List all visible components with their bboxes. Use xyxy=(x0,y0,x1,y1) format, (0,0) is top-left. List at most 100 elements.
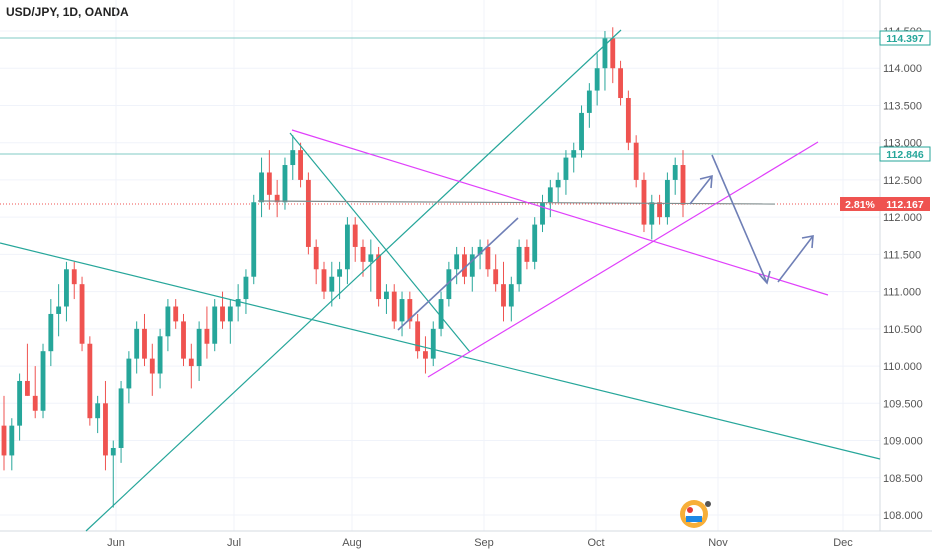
candle-up xyxy=(477,246,483,255)
candle-down xyxy=(415,321,421,352)
x-tick-label: Oct xyxy=(587,537,604,549)
candle-up xyxy=(17,380,23,426)
candle-down xyxy=(321,269,327,292)
candle-up xyxy=(118,388,124,448)
x-tick-label: Sep xyxy=(474,537,494,549)
candle-up xyxy=(579,112,584,151)
candle-up xyxy=(508,284,514,307)
arrow-up-blue-2[interactable] xyxy=(689,174,713,205)
y-tick-label: 112.500 xyxy=(883,175,922,187)
candle-up xyxy=(399,299,405,322)
candle-up xyxy=(563,157,569,180)
candle-up xyxy=(95,403,101,419)
candle-down xyxy=(24,380,30,396)
candle-down xyxy=(524,246,530,262)
candle-up xyxy=(438,299,444,329)
candle-up xyxy=(594,68,600,91)
candle-up xyxy=(446,269,452,300)
candle-down xyxy=(181,321,186,359)
candle-up xyxy=(251,202,257,277)
candle-up xyxy=(602,38,608,69)
candle-series xyxy=(1,27,686,508)
candle-down xyxy=(149,358,155,374)
y-tick-label: 110.000 xyxy=(883,361,922,373)
candle-down xyxy=(423,351,428,359)
price-tag-114397: 114.397 xyxy=(879,30,931,46)
candle-up xyxy=(235,299,241,307)
price-axis-panel xyxy=(880,0,932,531)
channel-lower-pink[interactable] xyxy=(427,141,819,378)
y-tick-label: 109.000 xyxy=(883,436,923,448)
candle-up xyxy=(48,313,54,352)
candle-down xyxy=(680,165,686,205)
candle-down xyxy=(501,284,506,307)
candle-down xyxy=(266,172,272,195)
candle-down xyxy=(391,291,397,322)
candle-down xyxy=(71,269,77,285)
candle-down xyxy=(87,343,93,419)
price-tag-112167-text: 112.167 xyxy=(886,199,924,211)
candle-up xyxy=(165,306,171,337)
trendline-long-descending[interactable] xyxy=(0,242,881,460)
candle-up xyxy=(344,224,350,270)
candle-down xyxy=(188,358,194,367)
candle-down xyxy=(618,68,623,99)
candle-down xyxy=(610,38,616,69)
candle-down xyxy=(493,269,499,285)
candle-down xyxy=(376,254,382,300)
candle-down xyxy=(103,403,108,456)
candle-up xyxy=(157,336,163,374)
drawing-layer xyxy=(0,29,881,532)
candle-up xyxy=(430,328,436,359)
x-tick-label: Nov xyxy=(708,537,728,549)
candle-down xyxy=(204,328,210,344)
candle-up xyxy=(454,254,460,270)
candle-down xyxy=(625,98,631,143)
candle-down xyxy=(360,246,366,262)
candle-up xyxy=(212,306,218,344)
price-tag-112846: 112.846 xyxy=(879,146,931,162)
x-tick-label: Jul xyxy=(227,537,241,549)
price-tag-112167: 112.167 xyxy=(880,197,930,211)
trendline-rising-green[interactable] xyxy=(85,29,622,532)
candle-up xyxy=(40,351,46,411)
y-tick-label: 112.000 xyxy=(883,212,922,224)
arrow-down-blue[interactable] xyxy=(711,154,771,285)
candle-up xyxy=(196,328,202,367)
candle-down xyxy=(641,179,647,225)
channel-upper-pink[interactable] xyxy=(291,129,829,296)
change-tag-text: 2.81% xyxy=(845,199,875,211)
price-tag-112846-text: 112.846 xyxy=(886,149,924,161)
trendline-falling-green[interactable] xyxy=(289,132,471,353)
candle-up xyxy=(649,202,655,225)
candle-up xyxy=(337,269,343,277)
candle-up xyxy=(290,150,296,166)
change-tag: 2.81% xyxy=(840,197,880,211)
tradingview-badge-icon xyxy=(680,500,711,528)
candle-up xyxy=(227,306,233,322)
arrow-up-blue-3[interactable] xyxy=(777,235,814,283)
candle-down xyxy=(298,150,303,180)
y-tick-label: 109.500 xyxy=(883,398,923,410)
y-tick-label: 108.500 xyxy=(883,473,923,485)
time-axis-labels: Jun Jul Aug Sep Oct Nov Dec xyxy=(107,537,853,549)
y-tick-label: 114.000 xyxy=(883,63,922,75)
symbol-title: USD/JPY, 1D, OANDA xyxy=(6,5,129,19)
candle-up xyxy=(329,276,335,292)
candle-up xyxy=(547,187,553,203)
x-tick-label: Aug xyxy=(342,537,362,549)
candle-up xyxy=(532,224,538,262)
candle-up xyxy=(664,179,670,218)
y-tick-label: 113.500 xyxy=(883,100,922,112)
candle-up xyxy=(672,165,678,180)
candle-down xyxy=(407,299,413,322)
candle-up xyxy=(243,276,249,300)
candle-down xyxy=(274,194,280,203)
candle-up xyxy=(259,172,264,203)
candle-down xyxy=(485,246,491,270)
arrow-up-blue-1[interactable] xyxy=(397,217,519,331)
horizontal-ray-grey[interactable] xyxy=(257,200,776,205)
candle-down xyxy=(352,224,358,247)
candle-up xyxy=(540,202,545,225)
